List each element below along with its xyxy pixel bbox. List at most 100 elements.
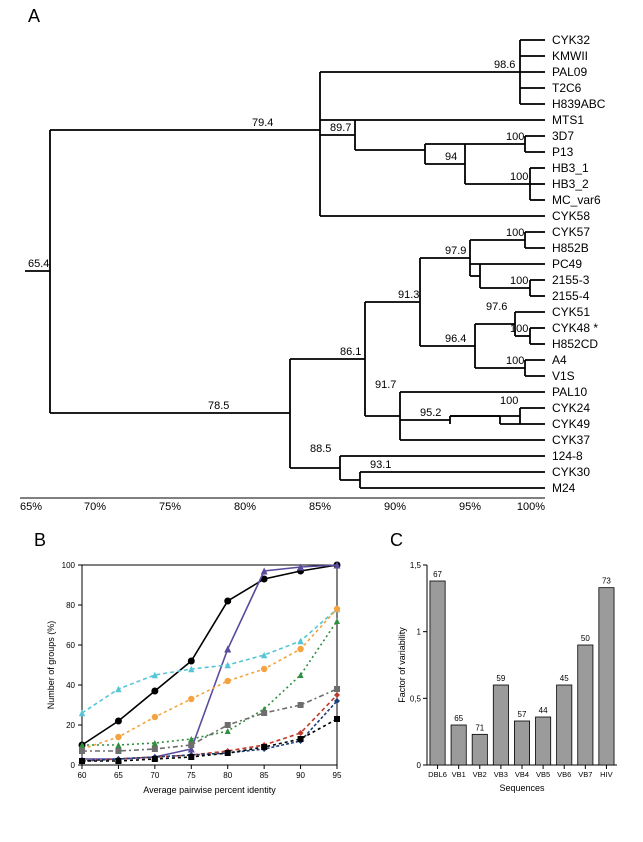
svg-text:HB3_1: HB3_1 (552, 161, 589, 175)
svg-text:VB3: VB3 (494, 770, 508, 779)
svg-text:85%: 85% (309, 501, 331, 510)
svg-text:PAL09: PAL09 (552, 65, 587, 79)
svg-text:Average pairwise percent ident: Average pairwise percent identity (143, 785, 276, 795)
svg-text:100: 100 (62, 561, 76, 570)
svg-text:71: 71 (475, 723, 484, 732)
svg-text:85: 85 (260, 771, 269, 780)
svg-text:75%: 75% (159, 501, 181, 510)
svg-text:P13: P13 (552, 145, 574, 159)
svg-text:57: 57 (518, 710, 527, 719)
svg-text:CYK48 *: CYK48 * (552, 321, 598, 335)
svg-text:70: 70 (150, 771, 159, 780)
svg-text:86.1: 86.1 (340, 346, 361, 358)
svg-text:95%: 95% (459, 501, 481, 510)
svg-text:91.3: 91.3 (398, 289, 419, 301)
svg-text:67: 67 (433, 570, 442, 579)
svg-text:100: 100 (506, 355, 524, 367)
svg-text:60: 60 (78, 771, 87, 780)
svg-text:CYK37: CYK37 (552, 433, 590, 447)
svg-text:100: 100 (506, 131, 524, 143)
svg-text:79.4: 79.4 (252, 117, 273, 129)
svg-text:98.6: 98.6 (494, 59, 515, 71)
svg-text:1,5: 1,5 (410, 561, 422, 570)
svg-text:VB6: VB6 (557, 770, 571, 779)
svg-text:65%: 65% (20, 501, 42, 510)
svg-text:80%: 80% (234, 501, 256, 510)
svg-text:40: 40 (66, 681, 75, 690)
svg-text:90%: 90% (384, 501, 406, 510)
svg-text:80: 80 (223, 771, 232, 780)
svg-text:CYK32: CYK32 (552, 33, 590, 47)
svg-text:CYK57: CYK57 (552, 225, 590, 239)
svg-text:59: 59 (496, 674, 505, 683)
svg-text:MC_var6: MC_var6 (552, 193, 601, 207)
svg-text:60: 60 (66, 641, 75, 650)
svg-text:88.5: 88.5 (310, 443, 331, 455)
svg-text:VB5: VB5 (536, 770, 550, 779)
svg-text:70%: 70% (84, 501, 106, 510)
svg-text:44: 44 (539, 706, 548, 715)
svg-text:100: 100 (510, 171, 528, 183)
svg-text:50: 50 (581, 634, 590, 643)
svg-text:90: 90 (296, 771, 305, 780)
svg-text:H852CD: H852CD (552, 337, 598, 351)
panel-label-b: B (34, 530, 46, 551)
svg-text:100: 100 (500, 395, 518, 407)
svg-text:HIV: HIV (600, 770, 613, 779)
svg-text:V1S: V1S (552, 369, 575, 383)
svg-text:KMWII: KMWII (552, 49, 588, 63)
svg-text:CYK49: CYK49 (552, 417, 590, 431)
svg-text:3D7: 3D7 (552, 129, 574, 143)
svg-text:100: 100 (506, 227, 524, 239)
panel-label-c: C (390, 530, 403, 551)
svg-text:0: 0 (71, 761, 76, 770)
svg-text:VB7: VB7 (578, 770, 592, 779)
svg-text:91.7: 91.7 (375, 379, 396, 391)
svg-text:Number of groups (%): Number of groups (%) (46, 621, 56, 710)
svg-text:96.4: 96.4 (445, 333, 466, 345)
svg-text:45: 45 (560, 674, 569, 683)
svg-text:M24: M24 (552, 481, 576, 495)
svg-text:97.6: 97.6 (486, 301, 507, 313)
svg-text:PAL10: PAL10 (552, 385, 587, 399)
svg-text:73: 73 (602, 577, 611, 586)
svg-text:100%: 100% (517, 501, 545, 510)
svg-text:1: 1 (417, 628, 422, 637)
svg-text:T2C6: T2C6 (552, 81, 582, 95)
svg-text:HB3_2: HB3_2 (552, 177, 589, 191)
svg-text:CYK51: CYK51 (552, 305, 590, 319)
svg-text:0: 0 (417, 761, 422, 770)
svg-text:VB4: VB4 (515, 770, 529, 779)
svg-text:95: 95 (333, 771, 342, 780)
svg-text:0,5: 0,5 (410, 694, 422, 703)
svg-text:H852B: H852B (552, 241, 589, 255)
svg-text:65.4: 65.4 (28, 258, 49, 270)
svg-text:65: 65 (454, 714, 463, 723)
line-chart: 6065707580859095020406080100Average pair… (40, 555, 350, 805)
svg-text:VB2: VB2 (473, 770, 487, 779)
svg-text:VB1: VB1 (452, 770, 466, 779)
svg-text:94: 94 (445, 151, 457, 163)
svg-text:100: 100 (510, 275, 528, 287)
svg-text:2155-4: 2155-4 (552, 289, 590, 303)
svg-text:CYK30: CYK30 (552, 465, 590, 479)
svg-text:124-8: 124-8 (552, 449, 583, 463)
svg-text:75: 75 (187, 771, 196, 780)
bar-chart: 00,511,567DBL665VB171VB259VB357VB444VB54… (395, 555, 625, 805)
svg-text:A4: A4 (552, 353, 567, 367)
svg-text:MTS1: MTS1 (552, 113, 584, 127)
svg-text:PC49: PC49 (552, 257, 582, 271)
svg-text:H839ABC: H839ABC (552, 97, 606, 111)
svg-text:CYK58: CYK58 (552, 209, 590, 223)
svg-text:2155-3: 2155-3 (552, 273, 590, 287)
phylogenetic-tree: CYK32 KMWII PAL09 T2C6 H839ABC MTS1 3D7 P13 HB3_… (20, 30, 610, 510)
svg-text:80: 80 (66, 601, 75, 610)
svg-text:Factor of variability: Factor of variability (397, 627, 407, 703)
svg-text:CYK24: CYK24 (552, 401, 590, 415)
panel-label-a: A (28, 6, 40, 27)
svg-text:97.9: 97.9 (445, 245, 466, 257)
svg-text:78.5: 78.5 (208, 400, 229, 412)
svg-text:89.7: 89.7 (330, 122, 351, 134)
svg-text:95.2: 95.2 (420, 407, 441, 419)
svg-text:20: 20 (66, 721, 75, 730)
